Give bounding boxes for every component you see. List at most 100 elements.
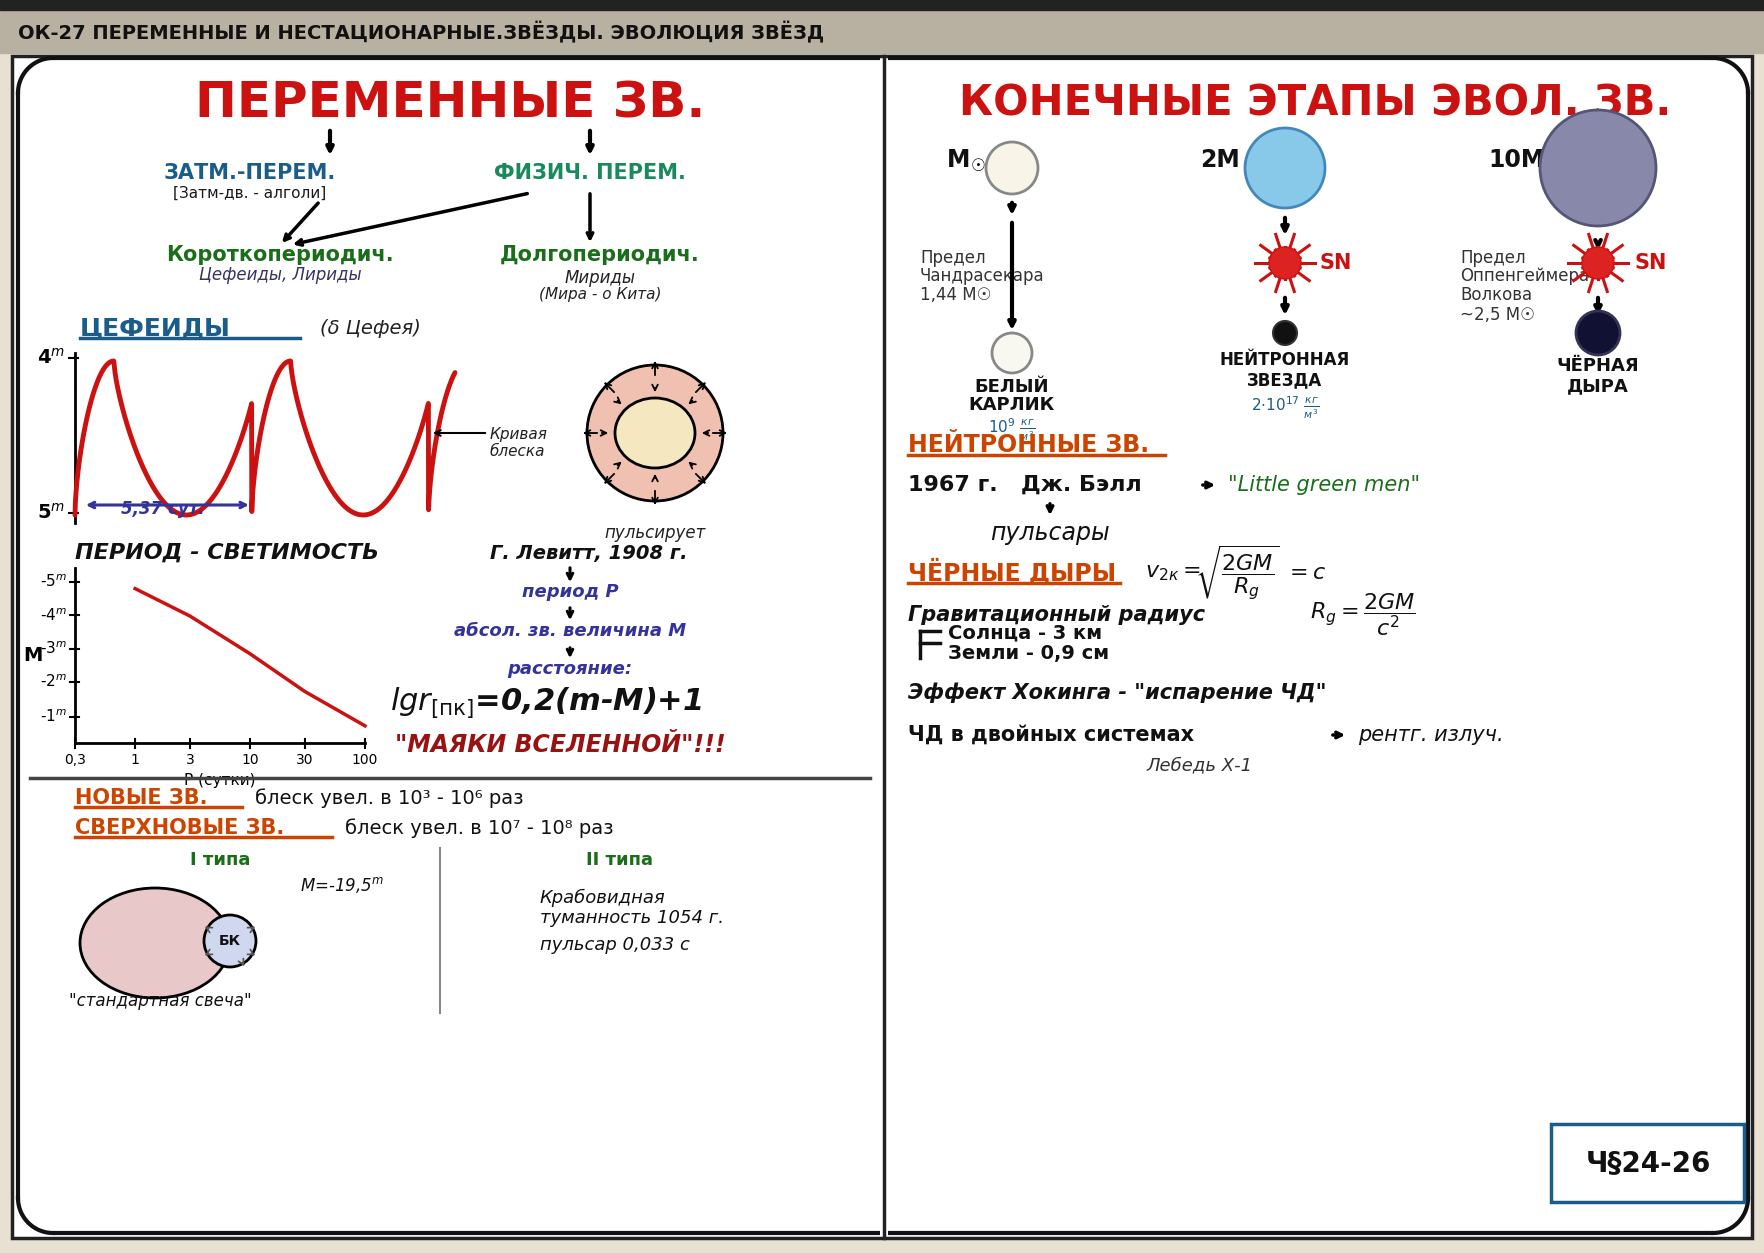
- Text: $v_{2к}=$: $v_{2к}=$: [1145, 563, 1200, 583]
- Text: 0,3: 0,3: [64, 753, 86, 767]
- Text: НЕЙТРОННАЯ: НЕЙТРОННАЯ: [1219, 351, 1349, 368]
- Ellipse shape: [79, 888, 229, 997]
- Text: рентг. излуч.: рентг. излуч.: [1357, 725, 1503, 746]
- Text: ☉: ☉: [970, 157, 986, 175]
- Text: пульсирует: пульсирует: [603, 524, 706, 543]
- Text: ДЫРА: ДЫРА: [1566, 377, 1628, 395]
- Text: SN: SN: [1319, 253, 1351, 273]
- Text: ☉: ☉: [1559, 157, 1573, 175]
- Text: Гравитационный радиус: Гравитационный радиус: [907, 605, 1205, 625]
- Text: -4$^m$: -4$^m$: [41, 606, 67, 624]
- Text: ЗАТМ.-ПЕРЕМ.: ЗАТМ.-ПЕРЕМ.: [164, 163, 335, 183]
- Text: туманность 1054 г.: туманность 1054 г.: [540, 908, 723, 927]
- Text: расстояние:: расстояние:: [508, 660, 632, 678]
- Text: 1: 1: [131, 753, 139, 767]
- Text: [Затм-дв. - алголи]: [Затм-дв. - алголи]: [173, 185, 326, 200]
- Text: ЧЁРНЫЕ ДЫРЫ: ЧЁРНЫЕ ДЫРЫ: [907, 560, 1115, 586]
- Text: Ч§24-26: Ч§24-26: [1584, 1149, 1709, 1177]
- Text: БЕЛЫЙ: БЕЛЫЙ: [974, 378, 1048, 396]
- Text: ПЕРИОД - СВЕТИМОСТЬ: ПЕРИОД - СВЕТИМОСТЬ: [74, 543, 379, 563]
- Text: ☉: ☉: [1247, 157, 1261, 175]
- Text: "стандартная свеча": "стандартная свеча": [69, 992, 250, 1010]
- Text: 5$^m$: 5$^m$: [37, 502, 65, 523]
- Text: Волкова: Волкова: [1459, 286, 1531, 304]
- Text: -2$^m$: -2$^m$: [41, 673, 67, 690]
- Text: M=-19,5$^m$: M=-19,5$^m$: [300, 875, 385, 895]
- Text: НОВЫЕ ЗВ.: НОВЫЕ ЗВ.: [74, 788, 208, 808]
- Text: Кривая
блеска: Кривая блеска: [490, 427, 547, 459]
- Text: (Мира - о Кита): (Мира - о Кита): [538, 287, 662, 302]
- Text: Крабовидная: Крабовидная: [540, 888, 665, 907]
- Text: 2M: 2M: [1200, 148, 1240, 172]
- Text: СВЕРХНОВЫЕ ЗВ.: СВЕРХНОВЫЕ ЗВ.: [74, 818, 284, 838]
- Text: "МАЯКИ ВСЕЛЕННОЙ"!!!: "МАЯКИ ВСЕЛЕННОЙ"!!!: [395, 733, 725, 757]
- Text: Земли - 0,9 см: Земли - 0,9 см: [947, 644, 1108, 663]
- Text: 4$^m$: 4$^m$: [37, 348, 65, 368]
- Text: ЗВЕЗДА: ЗВЕЗДА: [1247, 371, 1321, 388]
- Text: Чандрасекара: Чандрасекара: [919, 267, 1044, 284]
- Text: абсол. зв. величина М: абсол. зв. величина М: [453, 621, 686, 640]
- Text: Г. Левитт, 1908 г.: Г. Левитт, 1908 г.: [490, 544, 688, 563]
- Text: ~2,5 M☉: ~2,5 M☉: [1459, 306, 1535, 325]
- Text: Оппенгеймера-: Оппенгеймера-: [1459, 267, 1595, 284]
- Text: II типа: II типа: [586, 851, 653, 870]
- Text: КАРЛИК: КАРЛИК: [968, 396, 1055, 413]
- Text: Р (сутки): Р (сутки): [183, 773, 256, 788]
- Text: I типа: I типа: [191, 851, 250, 870]
- Text: ПЕРЕМЕННЫЕ ЗВ.: ПЕРЕМЕННЫЕ ЗВ.: [194, 79, 706, 127]
- Text: 100: 100: [351, 753, 377, 767]
- Text: ЧЁРНАЯ: ЧЁРНАЯ: [1556, 357, 1639, 375]
- Text: блеск увел. в 10³ - 10⁶ раз: блеск увел. в 10³ - 10⁶ раз: [254, 788, 524, 808]
- Text: Предел: Предел: [1459, 249, 1524, 267]
- Circle shape: [1540, 110, 1655, 226]
- Text: 1967 г.   Дж. Бэлл: 1967 г. Дж. Бэлл: [907, 475, 1141, 495]
- Circle shape: [587, 365, 723, 501]
- FancyBboxPatch shape: [1551, 1124, 1743, 1202]
- Text: 1,44 M☉: 1,44 M☉: [919, 286, 991, 304]
- Text: $10^9$ $\frac{кг}{м^3}$: $10^9$ $\frac{кг}{м^3}$: [988, 416, 1035, 444]
- Text: ЧД в двойных системах: ЧД в двойных системах: [907, 725, 1194, 746]
- Text: 10M: 10M: [1487, 148, 1544, 172]
- Text: -5$^m$: -5$^m$: [41, 574, 67, 590]
- Circle shape: [986, 142, 1037, 194]
- Text: ЦЕФЕИДЫ: ЦЕФЕИДЫ: [79, 316, 231, 340]
- Text: М: М: [23, 647, 42, 665]
- Text: ФИЗИЧ. ПЕРЕМ.: ФИЗИЧ. ПЕРЕМ.: [494, 163, 686, 183]
- Text: Цефеиды, Лириды: Цефеиды, Лириды: [199, 266, 362, 284]
- Text: пульсары: пульсары: [990, 521, 1110, 545]
- Text: Предел: Предел: [919, 249, 984, 267]
- Text: $R_g = \dfrac{2GM}{c^2}$: $R_g = \dfrac{2GM}{c^2}$: [1309, 591, 1415, 638]
- Text: $lgr_{\rm[пк]}$=0,2(m-M)+1: $lgr_{\rm[пк]}$=0,2(m-M)+1: [390, 685, 702, 720]
- Text: период Р: период Р: [522, 583, 617, 601]
- Text: ОК-27 ПЕРЕМЕННЫЕ И НЕСТАЦИОНАРНЫЕ.ЗВЁЗДЫ. ЭВОЛЮЦИЯ ЗВЁЗД: ОК-27 ПЕРЕМЕННЫЕ И НЕСТАЦИОНАРНЫЕ.ЗВЁЗДЫ…: [18, 21, 824, 43]
- Circle shape: [1268, 247, 1300, 279]
- Text: 30: 30: [296, 753, 314, 767]
- Text: -3$^m$: -3$^m$: [41, 640, 67, 657]
- Circle shape: [1244, 128, 1325, 208]
- Circle shape: [991, 333, 1032, 373]
- Text: SN: SN: [1633, 253, 1667, 273]
- Text: Мириды: Мириды: [564, 269, 635, 287]
- Text: НЕЙТРОННЫЕ ЗВ.: НЕЙТРОННЫЕ ЗВ.: [907, 434, 1148, 457]
- Text: "Little green men": "Little green men": [1228, 475, 1420, 495]
- Text: Короткопериодич.: Короткопериодич.: [166, 246, 393, 264]
- Text: M: M: [946, 148, 970, 172]
- Circle shape: [205, 915, 256, 967]
- Text: $2{\cdot}10^{17}$ $\frac{кг}{м^3}$: $2{\cdot}10^{17}$ $\frac{кг}{м^3}$: [1251, 395, 1318, 421]
- Text: Солнца - 3 км: Солнца - 3 км: [947, 624, 1101, 643]
- Text: $\sqrt{\dfrac{2GM}{R_g}}$ $= c$: $\sqrt{\dfrac{2GM}{R_g}}$ $= c$: [1194, 544, 1327, 603]
- Ellipse shape: [614, 398, 695, 469]
- Text: блеск увел. в 10⁷ - 10⁸ раз: блеск увел. в 10⁷ - 10⁸ раз: [344, 818, 614, 838]
- Text: Лебедь Х-1: Лебедь Х-1: [1147, 756, 1252, 774]
- Bar: [0, 0, 1764, 10]
- Text: пульсар 0,033 с: пульсар 0,033 с: [540, 936, 690, 954]
- Text: КОНЕЧНЫЕ ЭТАПЫ ЭВОЛ. ЗВ.: КОНЕЧНЫЕ ЭТАПЫ ЭВОЛ. ЗВ.: [958, 81, 1671, 124]
- Text: 10: 10: [242, 753, 259, 767]
- Circle shape: [1272, 321, 1297, 345]
- Text: 3: 3: [185, 753, 194, 767]
- Text: 5,37 сут.: 5,37 сут.: [122, 500, 205, 517]
- Bar: [0, 10, 1764, 53]
- Text: -1$^m$: -1$^m$: [41, 708, 67, 725]
- Circle shape: [1575, 311, 1619, 355]
- Text: БК: БК: [219, 933, 242, 949]
